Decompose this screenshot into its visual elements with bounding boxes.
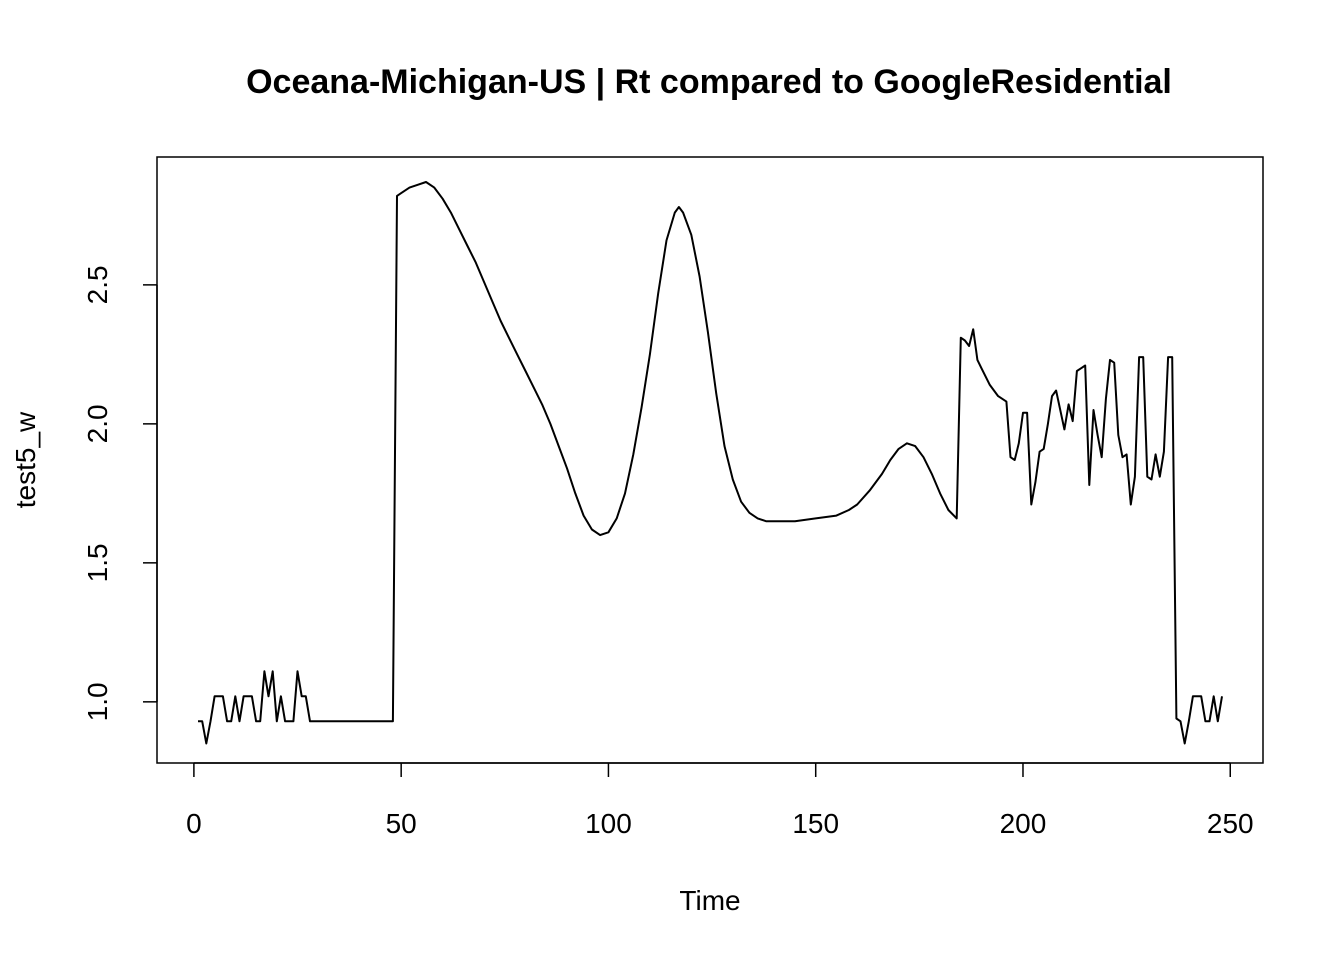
chart-title: Oceana-Michigan-US | Rt compared to Goog…	[246, 63, 1172, 101]
plot-frame	[156, 156, 1264, 764]
y-axis: 1.0 1.5 2.0 2.5	[82, 265, 158, 721]
x-axis-label: Time	[679, 885, 740, 916]
x-tick-label: 50	[386, 808, 417, 839]
x-axis: 0 50 100 150 200 250	[186, 762, 1254, 839]
x-tick-label: 250	[1207, 808, 1254, 839]
x-tick-label: 200	[1000, 808, 1047, 839]
x-tick-label: 150	[792, 808, 839, 839]
y-axis-label: test5_w	[10, 411, 41, 508]
series-line	[198, 181, 1223, 745]
y-tick-label: 2.0	[82, 404, 113, 443]
x-tick-label: 100	[585, 808, 632, 839]
x-tick-label: 0	[186, 808, 202, 839]
y-tick-label: 1.5	[82, 543, 113, 582]
y-tick-label: 2.5	[82, 265, 113, 304]
y-tick-label: 1.0	[82, 682, 113, 721]
